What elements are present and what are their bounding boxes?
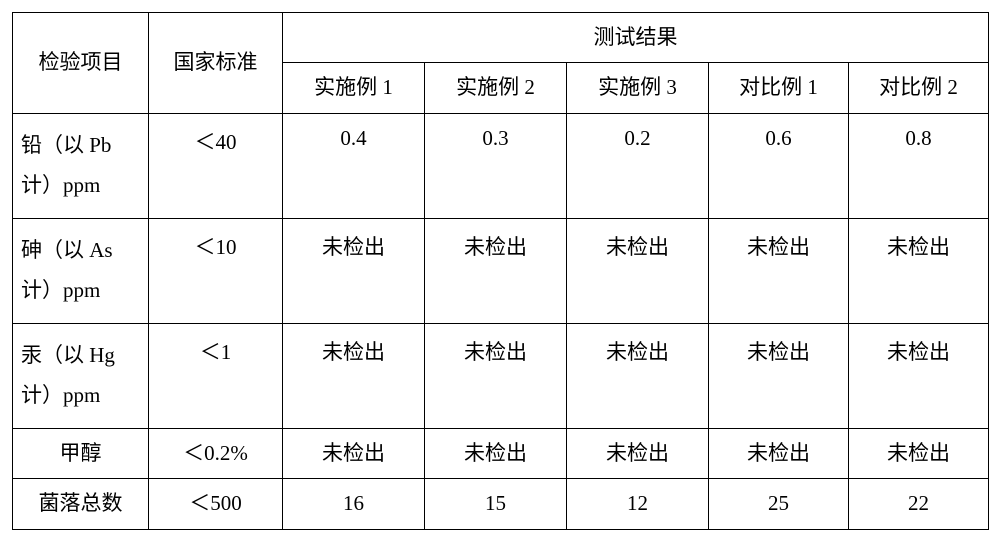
row3-v3: 未检出 — [709, 428, 849, 478]
row1-item: 砷（以 As 计）ppm — [13, 218, 149, 323]
row2-v1: 未检出 — [425, 323, 567, 428]
row1-v4: 未检出 — [849, 218, 989, 323]
row0-v0: 0.4 — [283, 113, 425, 218]
header-standard: 国家标准 — [149, 13, 283, 114]
row3-v1: 未检出 — [425, 428, 567, 478]
row3-v4: 未检出 — [849, 428, 989, 478]
row0-standard: ＜40 — [149, 113, 283, 218]
row1-v0: 未检出 — [283, 218, 425, 323]
row0-v1: 0.3 — [425, 113, 567, 218]
row0-v3: 0.6 — [709, 113, 849, 218]
row2-v3: 未检出 — [709, 323, 849, 428]
header-standard-label: 国家标准 — [149, 38, 282, 87]
row4-v0: 16 — [283, 479, 425, 529]
row2-item-l2: 计）ppm — [21, 376, 100, 416]
header-sub-1: 实施例 2 — [425, 63, 567, 113]
row4-standard: ＜500 — [149, 479, 283, 529]
row1-v2: 未检出 — [567, 218, 709, 323]
row2-v4: 未检出 — [849, 323, 989, 428]
row3-standard: ＜0.2% — [149, 428, 283, 478]
row1-item-l2: 计）ppm — [21, 271, 100, 311]
header-item-label: 检验项目 — [13, 38, 148, 87]
row4-v2: 12 — [567, 479, 709, 529]
table-row: 菌落总数 ＜500 16 15 12 25 22 — [13, 479, 989, 529]
row1-standard: ＜10 — [149, 218, 283, 323]
row2-item: 汞（以 Hg 计）ppm — [13, 323, 149, 428]
header-sub-0: 实施例 1 — [283, 63, 425, 113]
row1-v3: 未检出 — [709, 218, 849, 323]
row2-item-l1: 汞（以 Hg — [21, 336, 115, 376]
row2-v0: 未检出 — [283, 323, 425, 428]
table-row: 甲醇 ＜0.2% 未检出 未检出 未检出 未检出 未检出 — [13, 428, 989, 478]
row1-item-l1: 砷（以 As — [21, 231, 113, 271]
table-row: 砷（以 As 计）ppm ＜10 未检出 未检出 未检出 未检出 未检出 — [13, 218, 989, 323]
header-sub-2: 实施例 3 — [567, 63, 709, 113]
row0-v4: 0.8 — [849, 113, 989, 218]
row3-v0: 未检出 — [283, 428, 425, 478]
row4-v3: 25 — [709, 479, 849, 529]
row4-v4: 22 — [849, 479, 989, 529]
header-results: 测试结果 — [283, 13, 989, 63]
row4-v1: 15 — [425, 479, 567, 529]
row0-item-l1: 铅（以 Pb — [21, 126, 111, 166]
row4-item: 菌落总数 — [13, 479, 149, 529]
row0-item: 铅（以 Pb 计）ppm — [13, 113, 149, 218]
header-results-label: 测试结果 — [283, 13, 988, 62]
row0-item-l2: 计）ppm — [21, 166, 100, 206]
row3-item: 甲醇 — [13, 428, 149, 478]
results-table: 检验项目 国家标准 测试结果 实施例 1 实施例 2 实施例 3 对比例 1 对… — [12, 12, 989, 530]
row3-v2: 未检出 — [567, 428, 709, 478]
header-row-1: 检验项目 国家标准 测试结果 — [13, 13, 989, 63]
table-row: 汞（以 Hg 计）ppm ＜1 未检出 未检出 未检出 未检出 未检出 — [13, 323, 989, 428]
row1-v1: 未检出 — [425, 218, 567, 323]
row2-v2: 未检出 — [567, 323, 709, 428]
header-sub-3: 对比例 1 — [709, 63, 849, 113]
row0-v2: 0.2 — [567, 113, 709, 218]
row2-standard: ＜1 — [149, 323, 283, 428]
table-row: 铅（以 Pb 计）ppm ＜40 0.4 0.3 0.2 0.6 0.8 — [13, 113, 989, 218]
header-item: 检验项目 — [13, 13, 149, 114]
header-sub-4: 对比例 2 — [849, 63, 989, 113]
